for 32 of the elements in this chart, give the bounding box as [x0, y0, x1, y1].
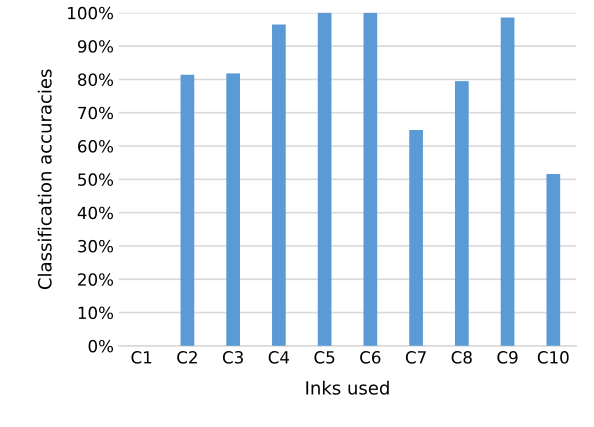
y-tick-label: 50%	[78, 173, 114, 186]
y-tick-label: 90%	[78, 40, 114, 53]
x-tick-label: C3	[222, 351, 243, 364]
x-tick-label: C1	[131, 351, 152, 364]
bar	[226, 73, 240, 346]
y-tick-label: 20%	[78, 273, 114, 286]
x-tick-label: C2	[177, 351, 197, 364]
y-tick-label: 100%	[68, 6, 114, 20]
bar	[272, 24, 286, 346]
y-tick-label: 10%	[78, 306, 114, 320]
y-tick-label: 80%	[78, 73, 114, 86]
x-tick-label: C6	[360, 351, 380, 364]
y-axis-title: Classification accuracies	[38, 69, 52, 290]
y-tick-label: 0%	[88, 340, 114, 352]
x-tick-label: C10	[538, 351, 569, 364]
y-tick-label: 40%	[78, 206, 114, 220]
bar	[180, 74, 194, 346]
y-tick-label: 70%	[78, 106, 114, 120]
x-tick-label: C7	[406, 351, 426, 364]
bar	[546, 174, 560, 346]
bar	[409, 130, 423, 346]
x-tick-label: C5	[314, 351, 334, 364]
bar	[500, 17, 514, 346]
bar	[318, 12, 332, 346]
x-tick-label: C8	[452, 351, 472, 364]
bar	[454, 81, 469, 346]
x-tick-label: C9	[497, 351, 518, 364]
bar	[364, 12, 378, 346]
y-tick-label: 60%	[78, 140, 114, 153]
x-tick-label: C4	[268, 351, 290, 364]
y-tick-label: 30%	[78, 240, 114, 253]
x-axis-title: Inks used	[306, 380, 389, 395]
